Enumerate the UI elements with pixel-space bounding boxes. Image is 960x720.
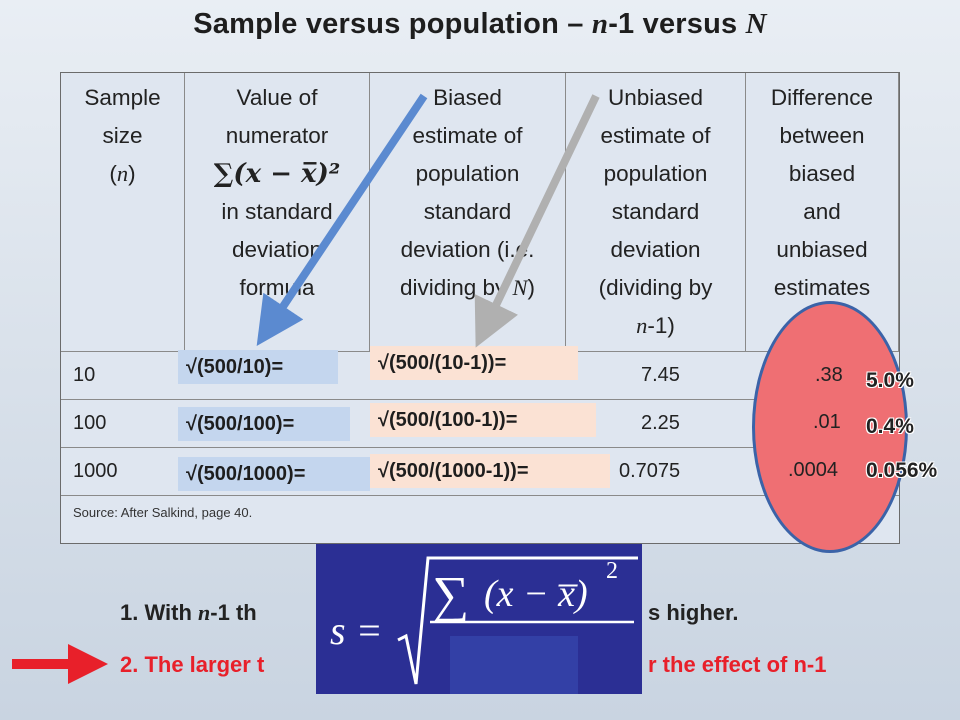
sd-formula-image: s = ∑ (x − x̅) 2 xyxy=(316,544,642,694)
source-note: Source: After Salkind, page 40. xyxy=(73,505,253,520)
header-biased-estimate: Biased estimate of population standard d… xyxy=(370,73,566,351)
note-line-1: 1. With n-1 th xyxy=(120,600,257,625)
formula-exponent: 2 xyxy=(606,558,618,584)
numerator-calc-box: √(500/10)= xyxy=(178,350,338,384)
unbiased-calc-box: √(500/(10-1))= xyxy=(370,346,578,380)
formula-sum: ∑ xyxy=(432,567,469,624)
formula-body: (x − x̅) xyxy=(484,573,588,615)
table-row: 10 7.45 xyxy=(61,352,899,399)
unbiased-cell: 0.7075 xyxy=(619,460,681,482)
note-line-1-end: s higher. xyxy=(648,600,739,625)
header-unbiased-estimate: Unbiased estimate of population standard… xyxy=(566,73,746,351)
percent-value: 0.4% xyxy=(866,415,914,438)
sd-formula-graphic: s = ∑ (x − x̅) 2 xyxy=(330,556,638,694)
unbiased-calc-box: √(500/(100-1))= xyxy=(370,403,596,437)
table-row: 1000 0.7075 xyxy=(61,448,899,495)
slide-title: Sample versus population – n-1 versus N xyxy=(193,8,767,40)
sample-size-cell: 100 xyxy=(73,412,107,434)
header-sample-size: Sample size (n) xyxy=(61,73,185,351)
percent-value: 5.0% xyxy=(866,369,914,392)
numerator-calc-box: √(500/1000)= xyxy=(178,457,370,491)
arrow-blue-icon xyxy=(256,93,428,346)
sample-size-cell: 10 xyxy=(73,364,96,386)
header-numerator: Value of numerator ∑(𝒙 − 𝒙̅)² in standar… xyxy=(185,73,370,351)
row-divider xyxy=(61,495,899,496)
unbiased-calc-box: √(500/(1000-1))= xyxy=(370,454,610,488)
unbiased-cell: 2.25 xyxy=(641,412,680,434)
table-row: 100 2.25 xyxy=(61,400,899,447)
numerator-calc-box: √(500/100)= xyxy=(178,407,350,441)
header-difference: Difference between biased and unbiased e… xyxy=(746,73,899,351)
unbiased-cell: 7.45 xyxy=(641,364,680,386)
note-line-2: 2. The larger t xyxy=(120,652,265,677)
difference-value: .0004 xyxy=(788,459,839,481)
row-divider xyxy=(61,447,899,448)
percent-value: 0.056% xyxy=(866,459,938,482)
row-divider xyxy=(61,399,899,400)
note-line-2-end: r the effect of n-1 xyxy=(648,652,827,677)
arrow-gray-icon xyxy=(474,94,600,348)
sample-size-cell: 1000 xyxy=(73,460,118,482)
difference-value: .38 xyxy=(815,364,843,386)
numerator-formula: ∑(𝒙 − 𝒙̅)² xyxy=(213,159,341,189)
formula-lhs: s = xyxy=(330,608,383,653)
highlight-ellipse xyxy=(752,301,908,553)
difference-value: .01 xyxy=(813,411,841,433)
